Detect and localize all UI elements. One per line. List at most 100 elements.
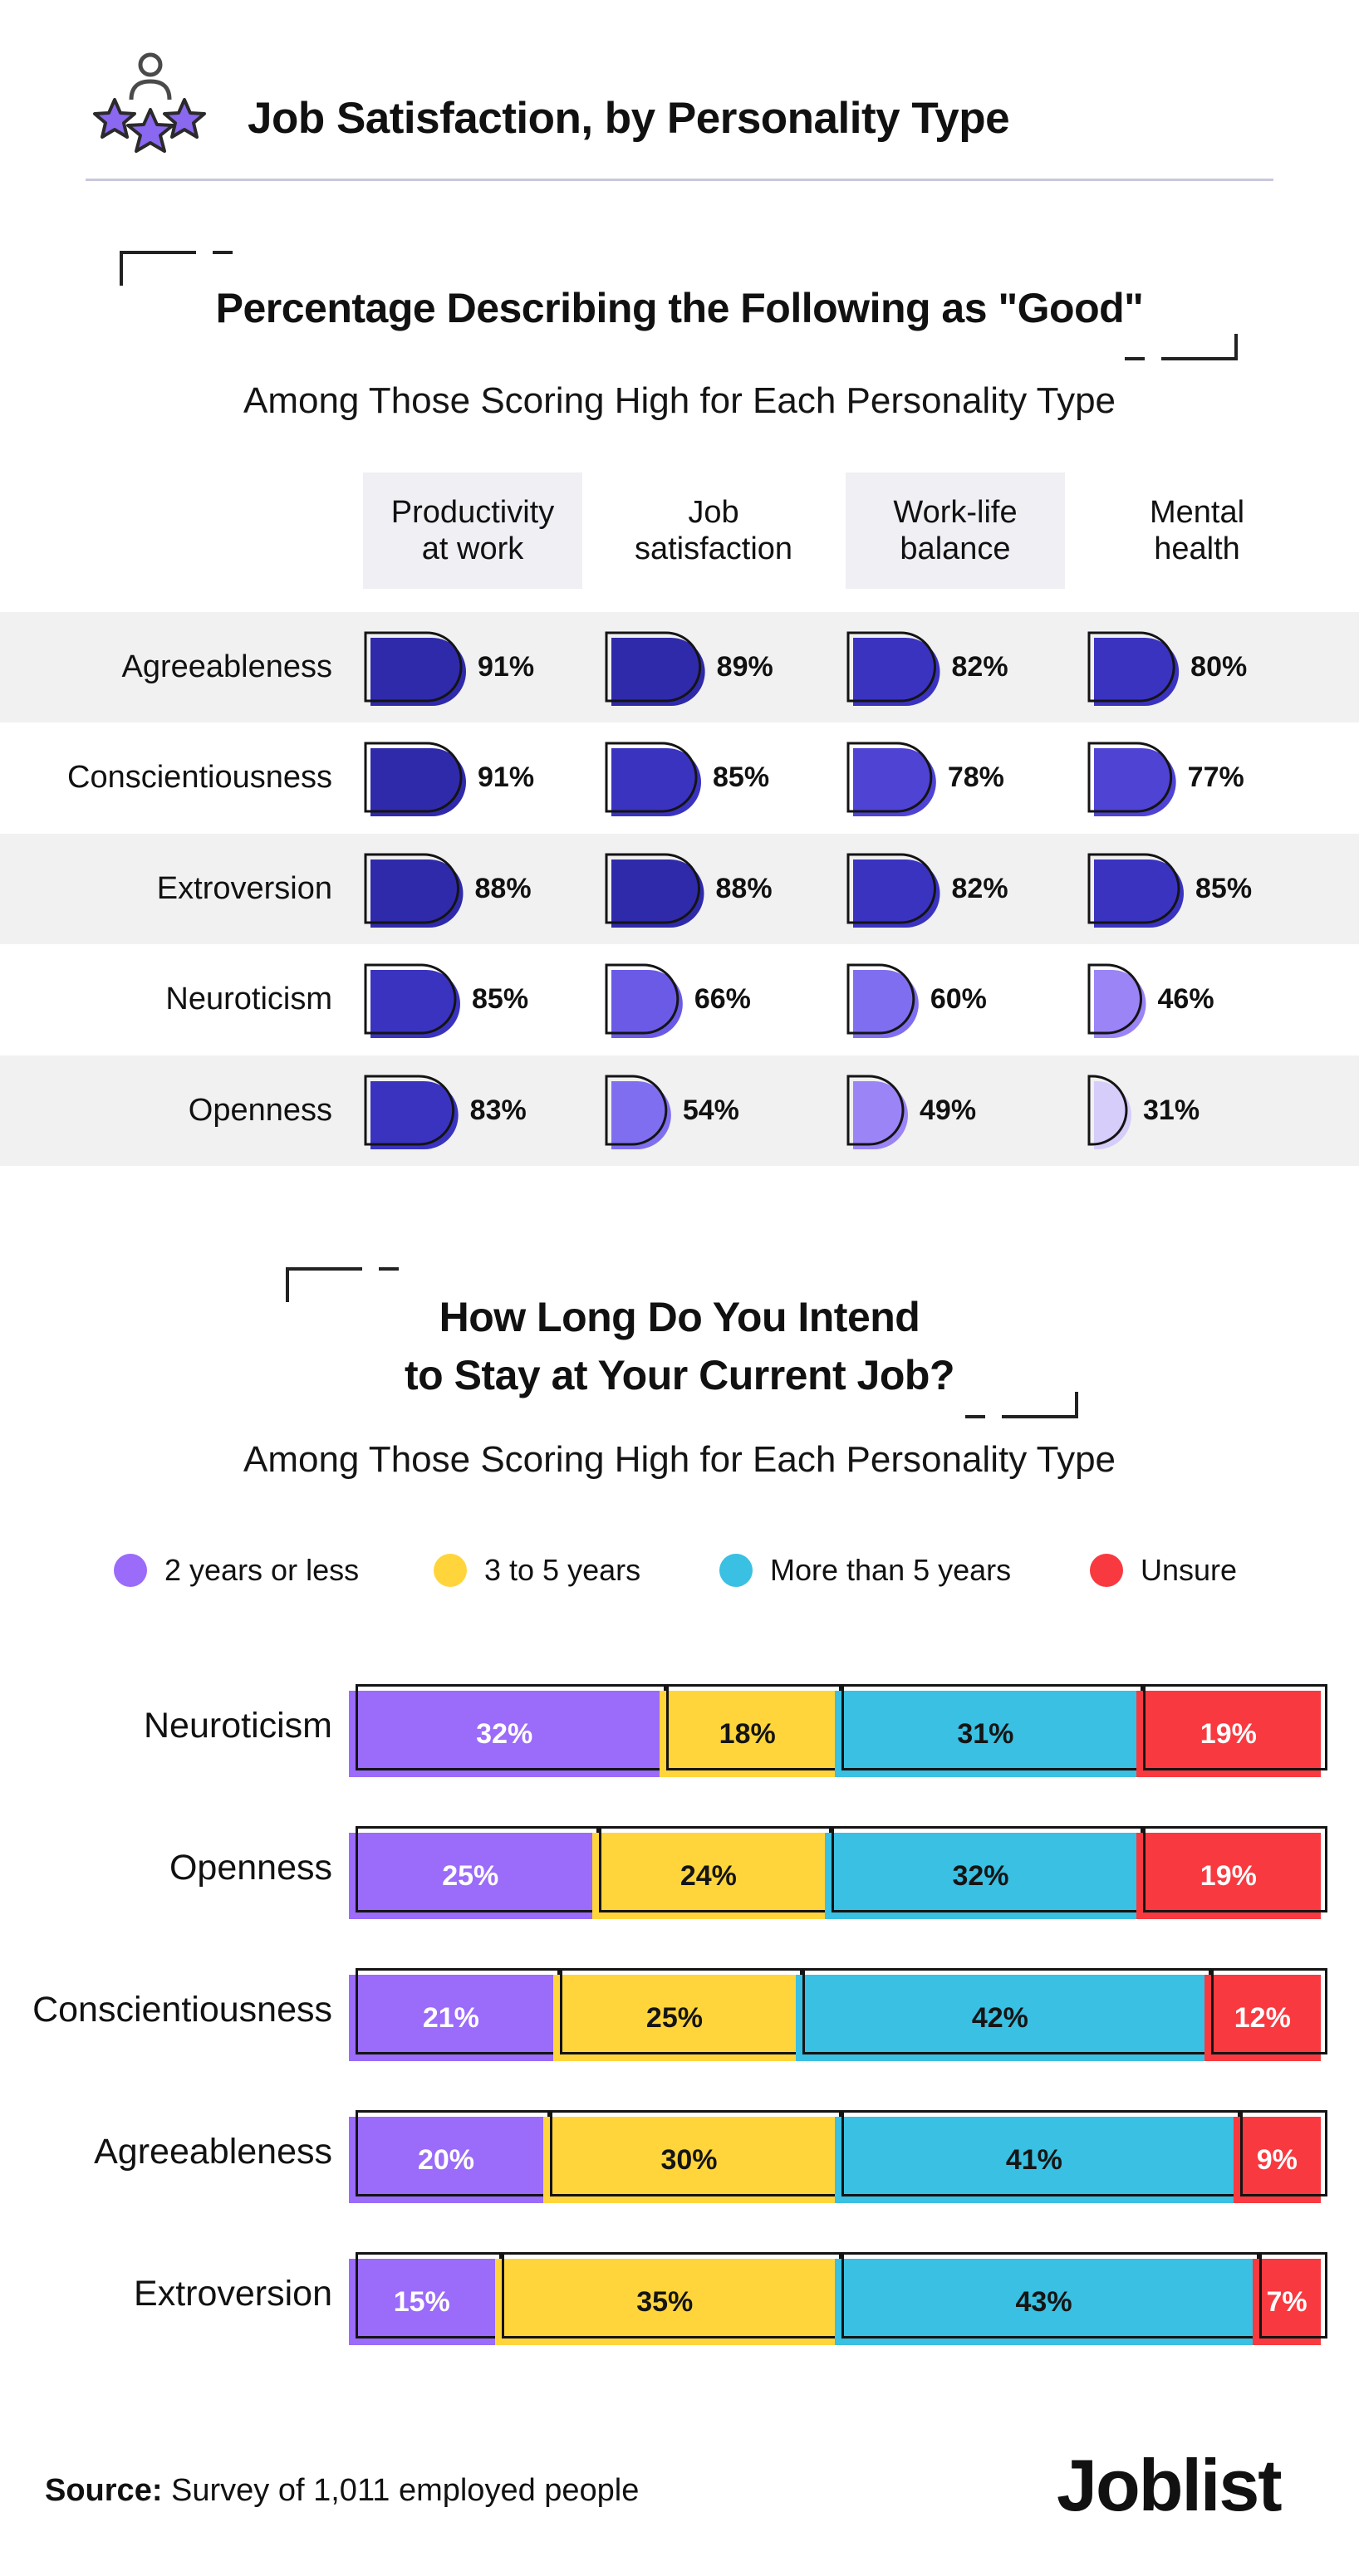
row-label-openness: Openness xyxy=(188,1093,332,1128)
bar-value-label: 19% xyxy=(1200,1717,1257,1750)
bar-segment-outline xyxy=(1142,1684,1327,1770)
bar-segment-outline xyxy=(559,1968,803,2054)
bar-value-label: 24% xyxy=(680,1859,737,1892)
bar-value-label: 43% xyxy=(1015,2285,1072,2318)
bar-value-label: 15% xyxy=(393,2285,450,2318)
source-note: Source: Survey of 1,011 employed people xyxy=(45,2473,640,2508)
bar-segment: 24% xyxy=(591,1833,826,1919)
legend-swatch-3-to-5-years xyxy=(434,1554,467,1587)
bar-segment-outline xyxy=(356,1684,667,1770)
pct-label: 54% xyxy=(682,1095,739,1126)
bar-segment: 7% xyxy=(1253,2259,1321,2345)
tab-outline xyxy=(605,963,680,1035)
pct-label: 82% xyxy=(951,873,1008,904)
bar-value-label: 18% xyxy=(719,1717,776,1750)
table-row-band xyxy=(0,1055,1359,1166)
column-header-job-satisfaction: Job satisfaction xyxy=(634,495,793,566)
tab-mark xyxy=(1094,859,1184,928)
bar-segment: 19% xyxy=(1136,1833,1321,1919)
tab-mark xyxy=(1094,970,1146,1038)
bar-value-label: 9% xyxy=(1256,2143,1298,2176)
pct-label: 85% xyxy=(713,762,770,793)
row-label-conscientiousness: Conscientiousness xyxy=(67,760,332,795)
bar-value-label: 30% xyxy=(660,2143,718,2176)
bar-segment-outline xyxy=(356,2252,502,2338)
section2-title: How Long Do You Intend to Stay at Your C… xyxy=(404,1294,955,1398)
pct-label: 85% xyxy=(1195,873,1253,904)
row-label-neuroticism: Neuroticism xyxy=(165,982,332,1016)
bar-value-label: 31% xyxy=(957,1717,1014,1750)
bar-segment: 32% xyxy=(825,1833,1136,1919)
pct-label: 82% xyxy=(951,651,1008,683)
pct-label: 78% xyxy=(947,762,1004,793)
bar-segment: 9% xyxy=(1233,2117,1321,2203)
bar-value-label: 42% xyxy=(971,2001,1028,2034)
section1-title: Percentage Describing the Following as "… xyxy=(215,285,1144,331)
joblist-logo: Joblist xyxy=(1057,2444,1283,2526)
bar-segment-outline xyxy=(841,2252,1260,2338)
pct-label: 77% xyxy=(1187,762,1244,793)
bar-segment-outline xyxy=(598,1826,832,1912)
bar-segment-outline xyxy=(1142,1826,1327,1912)
bar-segment: 43% xyxy=(835,2259,1254,2345)
bar-segment-outline xyxy=(1259,2252,1327,2338)
bar-segment-outline xyxy=(841,2110,1240,2196)
tab-outline xyxy=(605,742,698,813)
bar-label-openness: Openness xyxy=(169,1848,332,1888)
bar-segment: 15% xyxy=(349,2259,495,2345)
section1-subtitle: Among Those Scoring High for Each Person… xyxy=(243,380,1116,421)
tab-mark xyxy=(853,638,940,706)
column-header-productivity: Productivity at work xyxy=(363,473,582,589)
person-with-stars-icon xyxy=(93,52,206,153)
tab-outline xyxy=(846,742,933,813)
page-title: Job Satisfaction, by Personality Type xyxy=(248,94,1010,143)
bar-segment: 41% xyxy=(835,2117,1234,2203)
tab-mark xyxy=(611,859,704,928)
row-label-agreeableness: Agreeableness xyxy=(121,649,332,684)
pct-label: 49% xyxy=(920,1095,977,1126)
tab-outline xyxy=(364,963,457,1035)
bar-value-label: 7% xyxy=(1266,2285,1307,2318)
legend-swatch-more-than-5-years xyxy=(719,1554,753,1587)
tab-outline xyxy=(364,742,463,813)
bar-segment-outline xyxy=(832,1826,1143,1912)
tab-outline xyxy=(846,631,936,703)
tab-mark xyxy=(853,748,936,816)
tab-outline xyxy=(1087,963,1142,1035)
pct-label: 88% xyxy=(715,873,773,904)
pct-label: 80% xyxy=(1190,651,1248,683)
tab-mark xyxy=(611,970,683,1038)
legend-swatch-unsure xyxy=(1090,1554,1123,1587)
pct-label: 89% xyxy=(716,651,773,683)
pct-label: 91% xyxy=(478,651,535,683)
legend-label: 2 years or less xyxy=(164,1553,360,1587)
tab-outline xyxy=(846,963,915,1035)
tab-mark xyxy=(370,970,460,1038)
bar-segment: 12% xyxy=(1204,1975,1321,2061)
bar-label-agreeableness: Agreeableness xyxy=(94,2132,332,2172)
bracket-decoration xyxy=(1125,334,1238,360)
tab-mark xyxy=(370,638,466,706)
tab-mark xyxy=(853,970,919,1038)
bar-segment-outline xyxy=(356,1826,599,1912)
tab-outline xyxy=(846,1075,905,1146)
bar-value-label: 32% xyxy=(952,1859,1009,1892)
percentage-tabs-chart xyxy=(364,631,1184,1149)
bar-segment: 19% xyxy=(1136,1691,1321,1777)
tab-mark xyxy=(853,1081,908,1149)
bar-segment-outline xyxy=(550,2110,841,2196)
bar-label-neuroticism: Neuroticism xyxy=(144,1706,332,1746)
tab-mark xyxy=(611,1081,671,1149)
pct-label: 85% xyxy=(472,983,529,1015)
tab-outline xyxy=(605,631,702,703)
bar-segment: 21% xyxy=(349,1975,553,2061)
tab-mark xyxy=(1094,748,1176,816)
bracket-decoration xyxy=(965,1392,1078,1418)
row-label-extroversion: Extroversion xyxy=(156,871,332,906)
tab-outline xyxy=(1087,631,1175,703)
pct-label: 60% xyxy=(930,983,987,1015)
bar-value-label: 35% xyxy=(636,2285,694,2318)
pct-label: 88% xyxy=(474,873,532,904)
bar-value-label: 41% xyxy=(1005,2143,1062,2176)
column-header-work-life-balance: Work-life balance xyxy=(846,473,1065,589)
